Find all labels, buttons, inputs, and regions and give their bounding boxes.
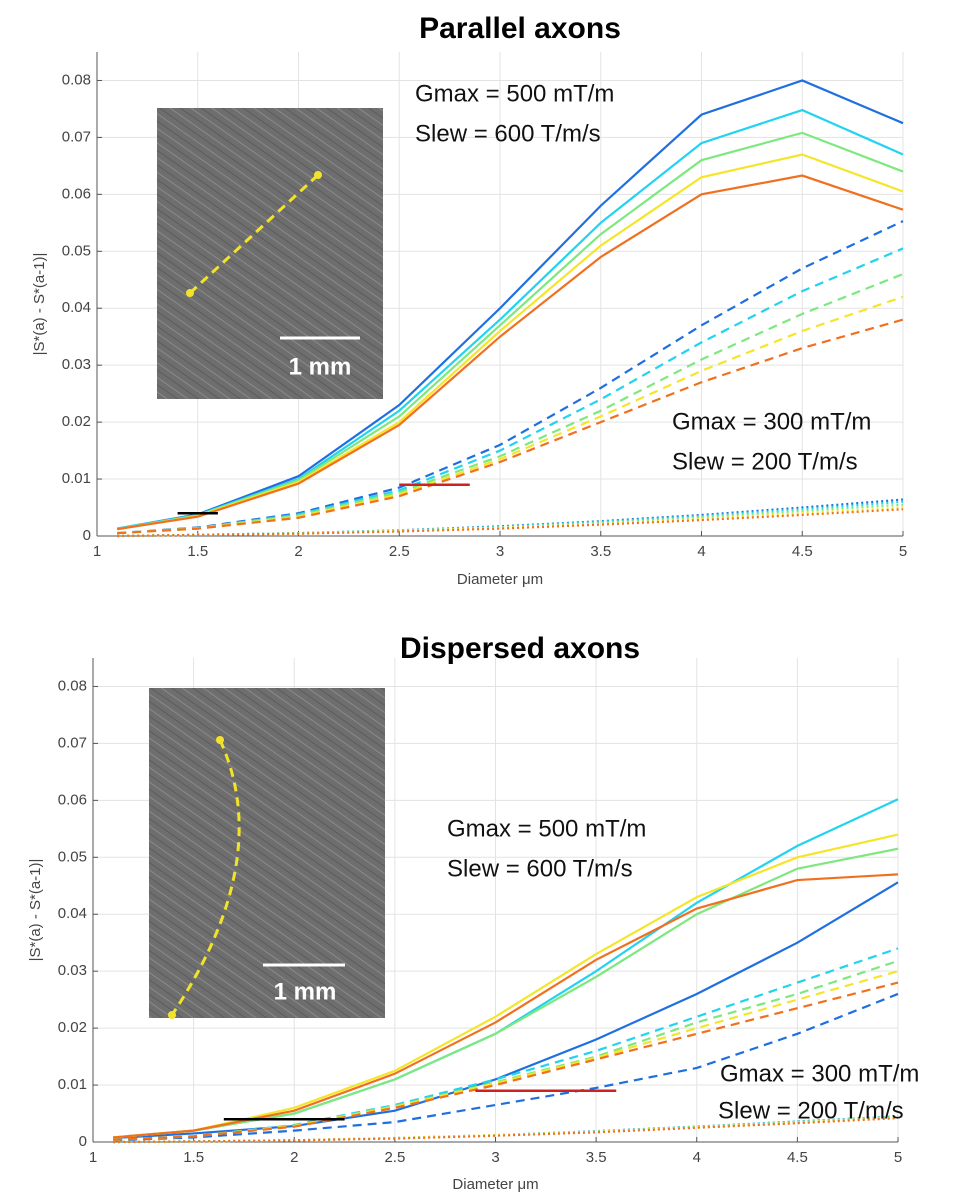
- y-tick-label: 0.07: [62, 128, 91, 145]
- annotation: Gmax = 500 mT/m: [415, 80, 614, 107]
- chart-panel: 1 1.5 2 2.5 3 3.5 4 4.5 5 0 0.01 0.02 0.03 0.04 0.05 0.…: [31, 12, 907, 588]
- chart-title: Parallel axons: [419, 12, 621, 45]
- x-tick-label: 4: [693, 1149, 701, 1166]
- x-tick-label: 2: [294, 543, 302, 560]
- annotation: Slew = 600 T/m/s: [415, 120, 601, 147]
- annotation: Gmax = 300 mT/m: [720, 1060, 919, 1087]
- y-tick-label: 0.06: [58, 791, 87, 808]
- x-tick-label: 2: [290, 1149, 298, 1166]
- x-tick-label: 4: [697, 543, 705, 560]
- y-tick-label: 0.03: [58, 962, 87, 979]
- annotation: Slew = 200 T/m/s: [718, 1097, 904, 1124]
- x-tick-label: 5: [899, 543, 907, 560]
- y-tick-label: 0.01: [62, 470, 91, 487]
- x-tick-label: 3: [491, 1149, 499, 1166]
- y-tick-label: 0.05: [58, 848, 87, 865]
- annotation: Gmax = 500 mT/m: [447, 815, 646, 842]
- x-tick-label: 2.5: [389, 543, 410, 560]
- annotation: Slew = 200 T/m/s: [672, 448, 858, 475]
- y-tick-label: 0.07: [58, 734, 87, 751]
- y-tick-label: 0.08: [62, 71, 91, 88]
- inset-image: [149, 688, 385, 1018]
- y-tick-label: 0.03: [62, 356, 91, 373]
- y-axis-label: |S*(a) - S*(a-1)|: [31, 253, 48, 356]
- x-tick-label: 1: [93, 543, 101, 560]
- x-tick-label: 4.5: [792, 543, 813, 560]
- y-tick-label: 0.04: [58, 905, 87, 922]
- x-tick-label: 3.5: [590, 543, 611, 560]
- y-tick-label: 0.02: [58, 1019, 87, 1036]
- x-tick-label: 1.5: [183, 1149, 204, 1166]
- chart-title: Dispersed axons: [400, 632, 640, 665]
- x-tick-label: 1: [89, 1149, 97, 1166]
- y-tick-label: 0.05: [62, 242, 91, 259]
- y-tick-label: 0.08: [58, 677, 87, 694]
- arrow-head: [168, 1011, 176, 1019]
- x-tick-label: 5: [894, 1149, 902, 1166]
- y-tick-label: 0: [79, 1133, 87, 1150]
- chart-panel: 1 1.5 2 2.5 3 3.5 4 4.5 5 0 0.01 0.02 0.03 0.04 0.05 0.…: [27, 632, 919, 1193]
- arrow-head: [186, 289, 194, 297]
- annotation: Slew = 600 T/m/s: [447, 855, 633, 882]
- arrow-head: [216, 736, 224, 744]
- arrow-head: [314, 171, 322, 179]
- y-tick-label: 0: [83, 527, 91, 544]
- scale-label: 1 mm: [289, 353, 352, 380]
- y-axis-label: |S*(a) - S*(a-1)|: [27, 859, 44, 962]
- y-tick-label: 0.01: [58, 1076, 87, 1093]
- x-tick-label: 4.5: [787, 1149, 808, 1166]
- scale-label: 1 mm: [274, 978, 337, 1005]
- y-tick-label: 0.02: [62, 413, 91, 430]
- x-tick-label: 1.5: [187, 543, 208, 560]
- x-tick-label: 3: [496, 543, 504, 560]
- x-axis-label: Diameter μm: [452, 1176, 538, 1193]
- x-tick-label: 3.5: [586, 1149, 607, 1166]
- y-tick-label: 0.06: [62, 185, 91, 202]
- figure: 1 1.5 2 2.5 3 3.5 4 4.5 5 0 0.01 0.02 0.03 0.04 0.05 0.…: [0, 0, 970, 1198]
- annotation: Gmax = 300 mT/m: [672, 408, 871, 435]
- x-tick-label: 2.5: [384, 1149, 405, 1166]
- x-axis-label: Diameter μm: [457, 571, 543, 588]
- y-tick-label: 0.04: [62, 299, 91, 316]
